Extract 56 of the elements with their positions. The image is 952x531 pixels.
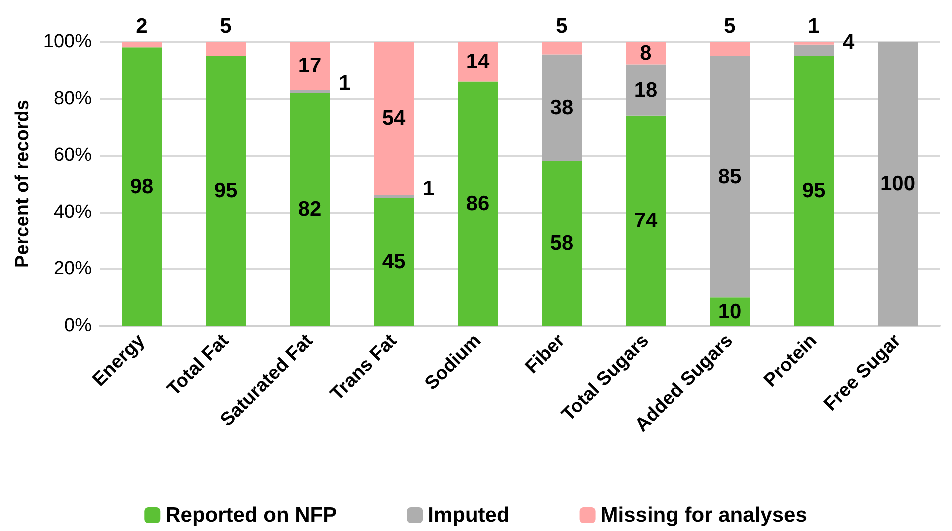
- data-label: 10: [718, 300, 742, 324]
- data-label: 4: [843, 31, 855, 54]
- bar: [710, 56, 750, 298]
- bar: [794, 56, 834, 326]
- y-tick-label: 0%: [64, 316, 92, 336]
- data-label: 74: [634, 209, 658, 232]
- bar: [542, 161, 582, 326]
- data-label: 82: [298, 198, 322, 222]
- data-label: 18: [634, 78, 658, 102]
- data-label: 58: [550, 232, 574, 256]
- y-tick-label: 100%: [43, 32, 92, 52]
- bar: [626, 116, 666, 326]
- y-tick-label: 40%: [54, 202, 92, 223]
- bar: [206, 42, 246, 56]
- data-label: 95: [214, 180, 238, 203]
- bar: [206, 56, 246, 326]
- data-label: 45: [382, 250, 406, 274]
- bar: [794, 42, 834, 45]
- data-label: 5: [556, 15, 568, 38]
- y-axis-title: Percent of records: [12, 100, 34, 268]
- data-label: 98: [130, 175, 154, 198]
- y-tick-label: 80%: [54, 88, 92, 110]
- data-label: 38: [550, 96, 574, 120]
- data-label: 8: [640, 42, 652, 65]
- data-label: 14: [466, 50, 490, 74]
- y-tick-label: 20%: [54, 258, 92, 280]
- bar: [542, 54, 582, 162]
- y-tick-label: 60%: [54, 145, 92, 166]
- bar: [458, 42, 498, 82]
- bar: [626, 64, 666, 116]
- bar: [542, 42, 582, 55]
- data-label: 100: [880, 172, 916, 196]
- bar: [374, 42, 414, 196]
- bar: [374, 198, 414, 326]
- bar: [122, 42, 162, 48]
- data-label: 54: [382, 107, 406, 130]
- data-label: 2: [136, 15, 148, 38]
- data-label: 1: [423, 177, 435, 200]
- bar: [122, 48, 162, 326]
- bar: [710, 42, 750, 56]
- data-label: 5: [220, 15, 232, 38]
- bar: [794, 44, 834, 56]
- data-label: 86: [466, 192, 490, 216]
- bar: [878, 42, 918, 326]
- legend-label: Reported on NFP: [166, 504, 338, 527]
- legend-label: Imputed: [428, 504, 510, 527]
- bar: [458, 82, 498, 326]
- data-label: 1: [339, 72, 351, 96]
- data-label: 85: [718, 165, 742, 188]
- data-label: 1: [808, 15, 820, 38]
- data-label: 5: [724, 15, 736, 38]
- legend-label: Missing for analyses: [600, 504, 808, 527]
- data-label: 17: [298, 54, 322, 78]
- bar: [290, 93, 330, 326]
- bar: [290, 42, 330, 90]
- data-label: 95: [802, 180, 826, 203]
